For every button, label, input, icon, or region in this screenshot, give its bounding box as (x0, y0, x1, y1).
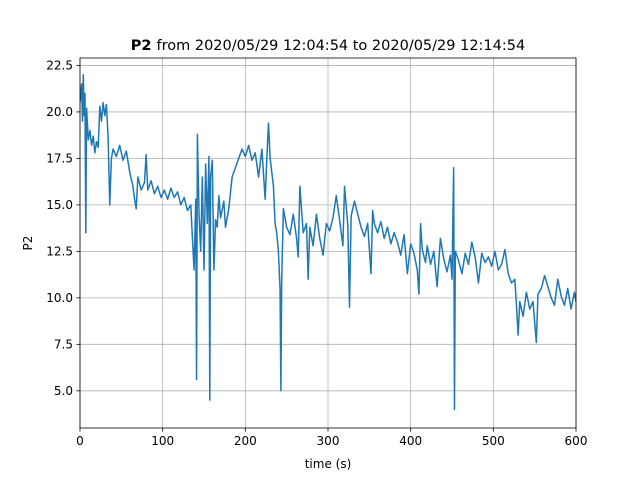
y-tick-label: 10.0 (46, 291, 73, 305)
x-tick-label: 300 (317, 434, 340, 448)
x-axis-label: time (s) (305, 457, 352, 471)
y-tick-label: 12.5 (46, 244, 73, 258)
plot-frame (79, 57, 577, 429)
y-tick-label: 22.5 (46, 58, 73, 72)
y-tick-label: 17.5 (46, 151, 73, 165)
x-tick-label: 600 (565, 434, 588, 448)
data-line (80, 73, 576, 411)
title-text: from 2020/05/29 12:04:54 to 2020/05/29 1… (156, 38, 525, 54)
y-tick-label: 7.5 (54, 337, 73, 351)
x-tick-label: 200 (234, 434, 257, 448)
x-tick-label: 500 (482, 434, 505, 448)
y-tick-label: 20.0 (46, 105, 73, 119)
x-tick-label: 100 (151, 434, 174, 448)
x-tick-label: 0 (76, 434, 84, 448)
x-tick-label: 400 (399, 434, 422, 448)
y-tick-label: 5.0 (54, 384, 73, 398)
chart-title: P2 from 2020/05/29 12:04:54 to 2020/05/29… (131, 38, 525, 54)
title-name: P2 (131, 38, 152, 54)
y-axis-label: P2 (21, 236, 35, 251)
y-tick-label: 15.0 (46, 198, 73, 212)
